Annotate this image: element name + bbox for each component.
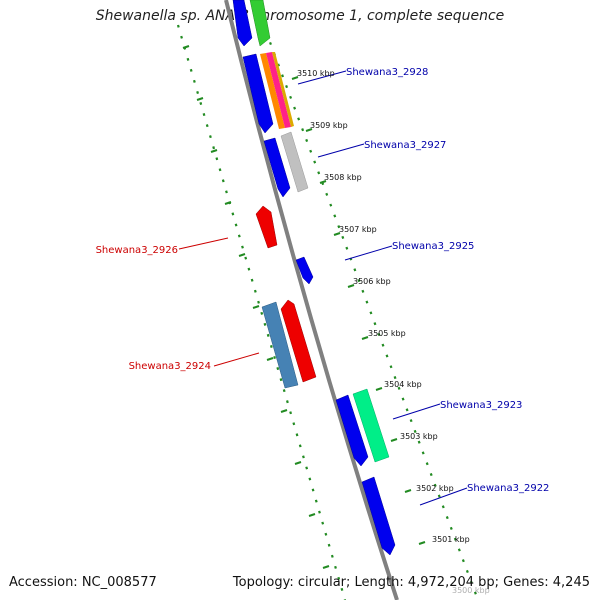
gene-shewana3-2923-blue[interactable] bbox=[335, 394, 369, 467]
map-title: Shewanella sp. ANA-3 chromosome 1, compl… bbox=[95, 8, 505, 24]
tick-label: 3503 kbp bbox=[400, 432, 438, 441]
gene-label-shewana3-2927[interactable]: Shewana3_2927 bbox=[364, 140, 446, 151]
gene-shewana3-2923-green[interactable] bbox=[352, 388, 390, 463]
gene-label-shewana3-2922[interactable]: Shewana3_2922 bbox=[467, 483, 549, 494]
gene-label-shewana3-2928[interactable]: Shewana3_2928 bbox=[346, 67, 428, 78]
gene-multicolor-yellow[interactable] bbox=[272, 52, 294, 127]
outer-ring-dotted bbox=[256, 9, 480, 600]
tick-label: 3505 kbp bbox=[368, 329, 406, 338]
accession-text: Accession: NC_008577 bbox=[9, 575, 157, 590]
gene-shewana3-2927-blue[interactable] bbox=[263, 137, 291, 198]
gene-shewana3-2925-blue[interactable] bbox=[295, 256, 314, 285]
gene-green-top[interactable] bbox=[249, 0, 271, 47]
gene-shewana3-2922-blue[interactable] bbox=[361, 476, 396, 556]
label-leader-lines bbox=[178, 70, 468, 506]
gene-label-shewana3-2923[interactable]: Shewana3_2923 bbox=[440, 400, 522, 411]
tick-label: 3506 kbp bbox=[353, 277, 391, 286]
gene-shewana3-2926-red[interactable] bbox=[255, 205, 278, 249]
coordinate-tick-labels: 3510 kbp 3509 kbp 3508 kbp 3507 kbp 3506… bbox=[297, 69, 490, 595]
genome-summary-text: Topology: circular; Length: 4,972,204 bp… bbox=[232, 575, 590, 590]
gene-label-shewana3-2924[interactable]: Shewana3_2924 bbox=[129, 361, 211, 372]
tick-label: 3502 kbp bbox=[416, 484, 454, 493]
gene-shewana3-2928-blue[interactable] bbox=[242, 53, 274, 134]
inner-major-ticks bbox=[182, 45, 330, 569]
gene-features bbox=[232, 0, 396, 556]
gene-shewana3-2927-gray[interactable] bbox=[280, 131, 309, 193]
tick-label: 3501 kbp bbox=[432, 535, 470, 544]
tick-label: 3509 kbp bbox=[310, 121, 348, 130]
gene-labels: Shewana3_2928 Shewana3_2927 Shewana3_292… bbox=[96, 67, 550, 494]
gene-label-shewana3-2926[interactable]: Shewana3_2926 bbox=[96, 245, 178, 256]
outer-major-ticks bbox=[291, 76, 426, 545]
gene-shewana3-2924-red[interactable] bbox=[280, 299, 317, 383]
tick-label: 3510 kbp bbox=[297, 69, 335, 78]
gene-shewana3-2924-steel[interactable] bbox=[261, 301, 299, 389]
gene-multicolor-magenta[interactable] bbox=[266, 52, 291, 128]
tick-label: 3508 kbp bbox=[324, 173, 362, 182]
tick-label: 3504 kbp bbox=[384, 380, 422, 389]
inner-ring-dotted bbox=[176, 24, 347, 600]
gene-label-shewana3-2925[interactable]: Shewana3_2925 bbox=[392, 241, 474, 252]
gene-multicolor-orange[interactable] bbox=[260, 53, 285, 129]
genome-backbone bbox=[224, 0, 399, 600]
tick-label: 3507 kbp bbox=[339, 225, 377, 234]
gene-blue-top[interactable] bbox=[232, 0, 253, 47]
tick-label: 3500 kbp bbox=[452, 586, 490, 595]
